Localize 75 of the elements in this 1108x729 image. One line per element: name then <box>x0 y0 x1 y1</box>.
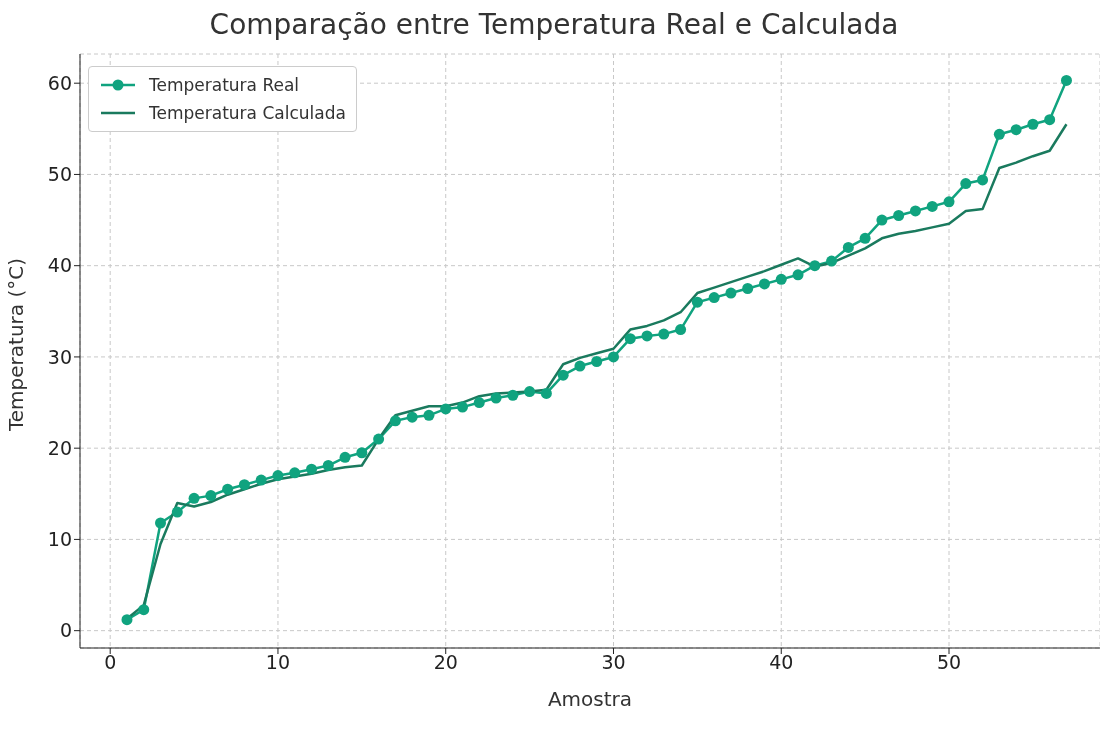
point <box>289 467 301 479</box>
point <box>473 397 485 409</box>
point <box>876 214 888 226</box>
point <box>658 328 670 340</box>
point <box>1060 74 1072 86</box>
x-tick-label: 50 <box>936 651 962 674</box>
point <box>457 401 468 413</box>
point <box>977 174 989 186</box>
x-tick-label: 20 <box>433 651 458 674</box>
point <box>809 260 821 272</box>
point <box>205 490 217 502</box>
legend-label: Temperatura Calculada <box>149 102 346 125</box>
point <box>121 614 133 626</box>
point <box>507 389 519 401</box>
point <box>272 470 284 482</box>
point <box>758 278 770 290</box>
point <box>138 604 150 616</box>
point <box>540 387 552 399</box>
point <box>557 369 569 381</box>
x-tick-label: 40 <box>769 651 794 674</box>
x-axis-title: Amostra <box>547 687 633 711</box>
point <box>708 292 720 304</box>
y-tick-label: 10 <box>47 528 72 551</box>
y-tick-label: 0 <box>59 619 72 642</box>
point <box>792 269 804 281</box>
point <box>893 210 905 221</box>
point <box>607 351 619 363</box>
point <box>909 205 921 217</box>
point <box>993 128 1005 140</box>
point <box>1027 118 1039 130</box>
point <box>960 178 972 190</box>
x-tick-label: 0 <box>104 651 117 674</box>
point <box>943 196 955 208</box>
point <box>155 517 167 529</box>
point <box>389 415 401 427</box>
point <box>440 403 452 415</box>
point <box>926 200 938 212</box>
point <box>306 463 318 475</box>
y-tick-label: 40 <box>47 254 72 277</box>
point <box>725 287 737 299</box>
point <box>406 411 418 423</box>
point <box>171 506 183 518</box>
point <box>423 409 435 421</box>
point <box>188 492 200 504</box>
y-axis-title: Temperatura (°C) <box>4 257 29 432</box>
chart-title: Comparação entre Temperatura Real e Calculada <box>208 8 900 43</box>
point <box>742 283 754 294</box>
point <box>675 324 687 336</box>
point <box>238 479 250 491</box>
x-tick-label: 30 <box>601 651 626 674</box>
point <box>1044 114 1056 126</box>
point <box>691 296 703 308</box>
y-tick-label: 30 <box>47 345 72 368</box>
y-tick-label: 50 <box>47 163 72 186</box>
y-tick-label: 20 <box>47 436 72 459</box>
point <box>641 330 653 342</box>
legend-label: Temperatura Real <box>149 74 300 97</box>
point <box>775 273 787 285</box>
point <box>591 355 603 367</box>
point <box>490 392 502 404</box>
point <box>356 447 368 459</box>
point <box>339 451 351 463</box>
point <box>624 333 636 345</box>
x-tick-label: 10 <box>265 651 291 674</box>
point <box>826 255 838 267</box>
point <box>373 433 385 445</box>
point <box>1010 124 1022 136</box>
point <box>842 241 854 253</box>
point <box>574 360 586 372</box>
point <box>222 483 234 495</box>
point <box>859 232 871 244</box>
point <box>322 460 334 472</box>
point <box>524 386 536 398</box>
point <box>255 474 267 486</box>
y-tick-label: 60 <box>47 71 72 94</box>
